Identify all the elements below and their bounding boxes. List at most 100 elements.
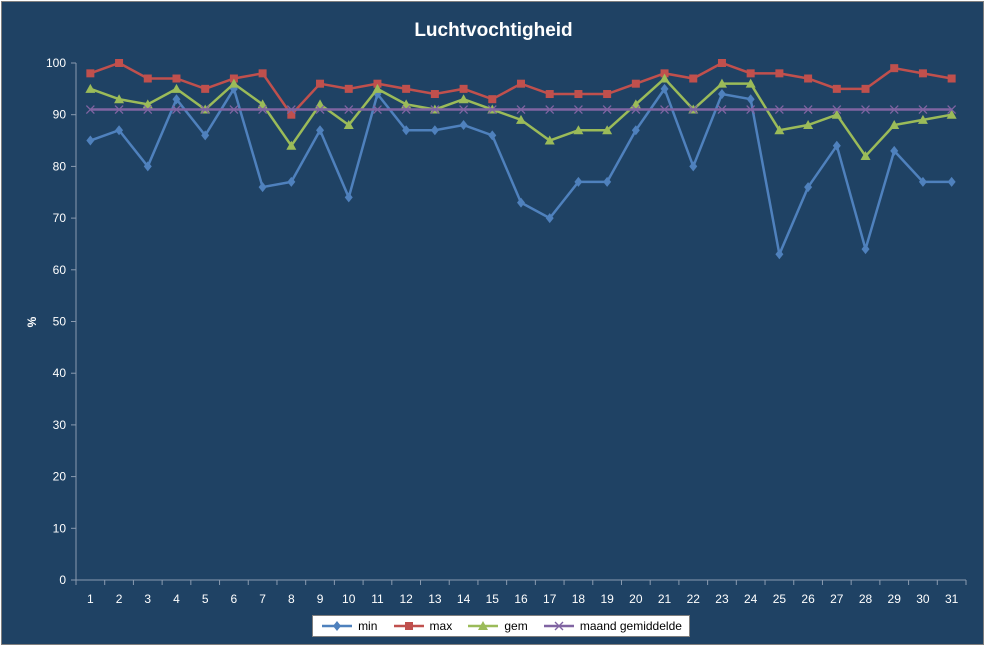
data-point-min: [287, 176, 296, 187]
data-point-maand-gemiddelde: [85, 105, 95, 114]
data-point-maand-gemiddelde: [114, 105, 124, 114]
data-point-maand-gemiddelde: [401, 105, 411, 114]
data-point-min: [832, 140, 841, 151]
data-point-maand-gemiddelde: [918, 105, 928, 114]
y-tick-label: 90: [53, 108, 67, 122]
x-tick-label: 16: [514, 592, 528, 606]
data-point-min: [603, 176, 612, 187]
data-point-max: [746, 69, 755, 78]
data-point-min: [316, 125, 325, 136]
x-tick-label: 19: [600, 592, 614, 606]
y-tick-label: 10: [53, 521, 67, 535]
y-tick-label: 20: [53, 470, 67, 484]
data-point-maand-gemiddelde: [430, 105, 440, 114]
data-point-gem: [630, 99, 641, 109]
data-point-min: [143, 161, 152, 172]
data-point-min: [861, 244, 870, 255]
data-point-maand-gemiddelde: [459, 105, 469, 114]
legend-marker-gem: [478, 621, 489, 630]
legend-marker-maand-gemiddelde: [554, 621, 564, 631]
data-point-max: [258, 69, 267, 78]
data-point-maand-gemiddelde: [200, 105, 210, 114]
x-tick-label: 8: [288, 592, 295, 606]
data-point-maand-gemiddelde: [229, 105, 239, 114]
data-point-min: [947, 176, 956, 187]
y-tick-label: 30: [53, 418, 67, 432]
data-point-gem: [286, 140, 297, 150]
data-point-gem: [516, 114, 526, 124]
y-tick-label: 40: [53, 366, 67, 380]
data-point-max: [115, 59, 124, 67]
legend-marker-min: [333, 621, 342, 631]
data-point-maand-gemiddelde: [143, 105, 153, 114]
data-point-maand-gemiddelde: [861, 105, 870, 114]
data-point-maand-gemiddelde: [602, 105, 612, 114]
x-tick-label: 26: [801, 592, 815, 606]
data-point-min: [545, 213, 554, 224]
data-point-min: [86, 135, 95, 146]
data-point-min: [918, 176, 927, 187]
data-point-maand-gemiddelde: [286, 105, 296, 114]
x-tick-label: 15: [486, 592, 500, 606]
legend-swatch-max: [393, 622, 424, 630]
data-point-maand-gemiddelde: [889, 105, 899, 114]
series-min: [86, 83, 956, 260]
y-tick-label: 0: [59, 573, 66, 587]
y-tick-label: 70: [53, 211, 67, 225]
data-point-gem: [343, 120, 354, 130]
data-point-gem: [917, 114, 928, 124]
x-tick-label: 29: [888, 592, 902, 606]
data-point-gem: [85, 83, 96, 93]
data-point-min: [717, 89, 726, 100]
x-tick-label: 2: [116, 592, 123, 606]
data-point-maand-gemiddelde: [717, 105, 727, 114]
x-tick-label: 3: [144, 592, 151, 606]
x-tick-label: 20: [629, 592, 643, 606]
x-tick-label: 23: [715, 592, 729, 606]
data-point-min: [488, 130, 497, 141]
data-point-gem: [946, 109, 957, 119]
data-point-gem: [831, 109, 842, 119]
data-point-max: [229, 74, 238, 83]
data-point-max: [287, 110, 296, 119]
data-point-gem: [142, 99, 153, 109]
x-tick-label: 11: [371, 592, 384, 606]
data-point-min: [402, 125, 411, 136]
data-point-maand-gemiddelde: [573, 105, 583, 114]
data-point-gem: [573, 125, 584, 135]
data-point-gem: [401, 99, 412, 109]
data-point-min: [430, 125, 439, 136]
data-point-max: [861, 84, 870, 93]
legend: min max gem maand gemiddelde: [312, 615, 690, 637]
series-layer: [85, 59, 957, 260]
data-point-max: [775, 69, 784, 78]
legend-item-max: max: [392, 619, 452, 633]
data-point-min: [746, 94, 755, 105]
legend-label-min: min: [358, 619, 378, 633]
data-point-maand-gemiddelde: [631, 105, 641, 114]
data-point-maand-gemiddelde: [746, 105, 756, 114]
x-tick-label: 7: [259, 592, 266, 606]
legend-label-gem: gem: [504, 619, 528, 633]
x-tick-label: 18: [572, 592, 586, 606]
data-point-maand-gemiddelde: [172, 105, 181, 114]
data-point-max: [832, 84, 841, 93]
data-point-max: [488, 95, 497, 104]
x-tick-label: 9: [317, 592, 324, 606]
x-tick-label: 25: [773, 592, 787, 606]
chart-title: Luchtvochtigheid: [414, 20, 573, 41]
x-tick-label: 6: [231, 592, 238, 606]
data-point-gem: [659, 73, 670, 83]
data-point-gem: [315, 99, 326, 109]
legend-label-maand-gemiddelde: maand gemiddelde: [579, 619, 682, 633]
data-point-max: [574, 90, 583, 99]
x-tick-label: 17: [543, 592, 557, 606]
data-point-max: [172, 74, 181, 83]
data-point-max: [459, 84, 468, 93]
data-point-maand-gemiddelde: [832, 105, 842, 114]
x-tick-label: 4: [173, 592, 180, 606]
x-tick-label: 30: [916, 592, 930, 606]
data-point-gem: [544, 135, 555, 145]
